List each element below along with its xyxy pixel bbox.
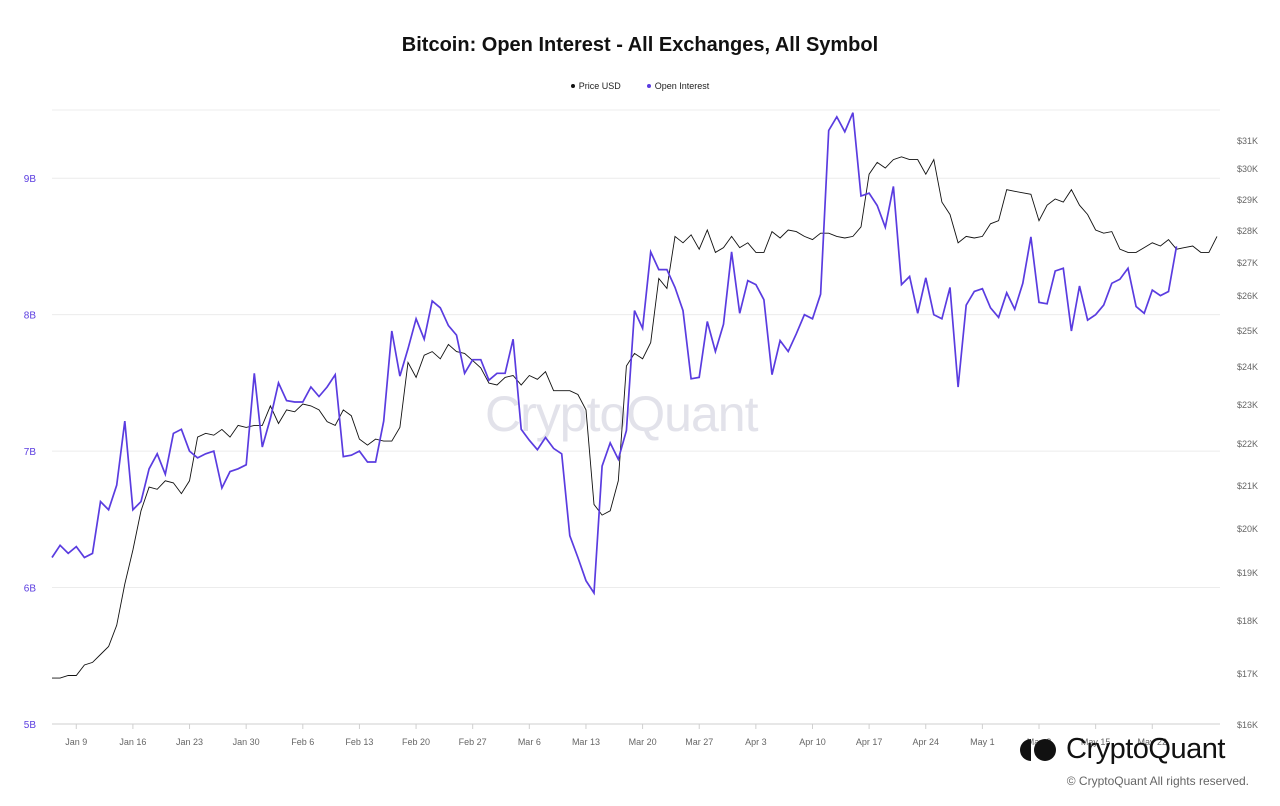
- right-tick-label: $26K: [1237, 291, 1258, 301]
- right-tick-label: $27K: [1237, 258, 1258, 268]
- x-tick-label: Apr 10: [799, 737, 826, 747]
- right-tick-label: $28K: [1237, 226, 1258, 236]
- x-tick-label: May 1: [970, 737, 995, 747]
- brand-name: CryptoQuant: [1066, 733, 1225, 765]
- right-tick-label: $31K: [1237, 136, 1258, 146]
- x-tick-label: Jan 30: [233, 737, 260, 747]
- right-tick-label: $29K: [1237, 195, 1258, 205]
- x-axis: Jan 9 Jan 16 Jan 23 Jan 30 Feb 6 Feb 13 Feb 20…: [65, 724, 1167, 747]
- x-tick-label: Feb 6: [291, 737, 314, 747]
- right-tick-label: $25K: [1237, 326, 1258, 336]
- left-tick-label: 5B: [24, 720, 37, 731]
- legend: Price USD Open Interest: [0, 81, 1280, 91]
- right-tick-label: $16K: [1237, 720, 1258, 730]
- series-line-price: [52, 156, 1218, 679]
- legend-dot-price: [570, 84, 575, 88]
- left-axis: 5B 6B 7B 8B 9B: [24, 174, 37, 731]
- x-tick-label: Feb 27: [459, 737, 487, 747]
- right-tick-label: $20K: [1237, 524, 1258, 534]
- cryptoquant-logo-icon: [1018, 737, 1058, 763]
- left-tick-label: 7B: [24, 447, 37, 458]
- x-tick-label: Apr 24: [912, 737, 939, 747]
- right-tick-label: $22K: [1237, 439, 1258, 449]
- x-tick-label: Jan 23: [176, 737, 203, 747]
- x-tick-label: Mar 20: [629, 737, 657, 747]
- x-tick-label: Feb 13: [345, 737, 373, 747]
- x-tick-label: May 22: [1138, 737, 1168, 747]
- right-tick-label: $24K: [1237, 362, 1258, 372]
- x-tick-label: Jan 9: [65, 737, 87, 747]
- brand: CryptoQuant: [1018, 733, 1225, 766]
- chart-title: Bitcoin: Open Interest - All Exchanges, …: [401, 34, 879, 56]
- x-tick-label: Apr 17: [856, 737, 883, 747]
- legend-dot-open-interest: [646, 84, 651, 88]
- right-tick-label: $17K: [1237, 669, 1258, 679]
- right-tick-label: $19K: [1237, 568, 1258, 578]
- series-line-open-interest: [51, 112, 1178, 596]
- right-tick-label: $30K: [1237, 164, 1258, 174]
- left-tick-label: 8B: [24, 311, 37, 322]
- left-tick-label: 6B: [24, 584, 37, 595]
- x-tick-label: Jan 16: [119, 737, 146, 747]
- x-tick-label: Mar 13: [572, 737, 600, 747]
- left-tick-label: 9B: [24, 174, 37, 185]
- x-tick-label: Feb 20: [402, 737, 430, 747]
- gridlines: [52, 109, 1220, 725]
- x-tick-label: May 15: [1081, 737, 1111, 747]
- legend-label-price: Price USD: [578, 81, 621, 91]
- right-axis: $16K $17K $18K $19K $20K $21K $22K $23K $24K $25K…: [1237, 136, 1258, 730]
- x-tick-label: Mar 6: [518, 737, 541, 747]
- copyright: © CryptoQuant All rights reserved.: [1066, 774, 1249, 788]
- right-tick-label: $23K: [1237, 400, 1258, 410]
- legend-label-open-interest: Open Interest: [654, 81, 710, 91]
- legend-item-open-interest[interactable]: Open Interest: [646, 81, 710, 91]
- right-tick-label: $18K: [1237, 616, 1258, 626]
- x-tick-label: Mar 27: [685, 737, 713, 747]
- legend-item-price[interactable]: Price USD: [570, 81, 621, 91]
- x-tick-label: Apr 3: [745, 737, 767, 747]
- right-tick-label: $21K: [1237, 481, 1258, 491]
